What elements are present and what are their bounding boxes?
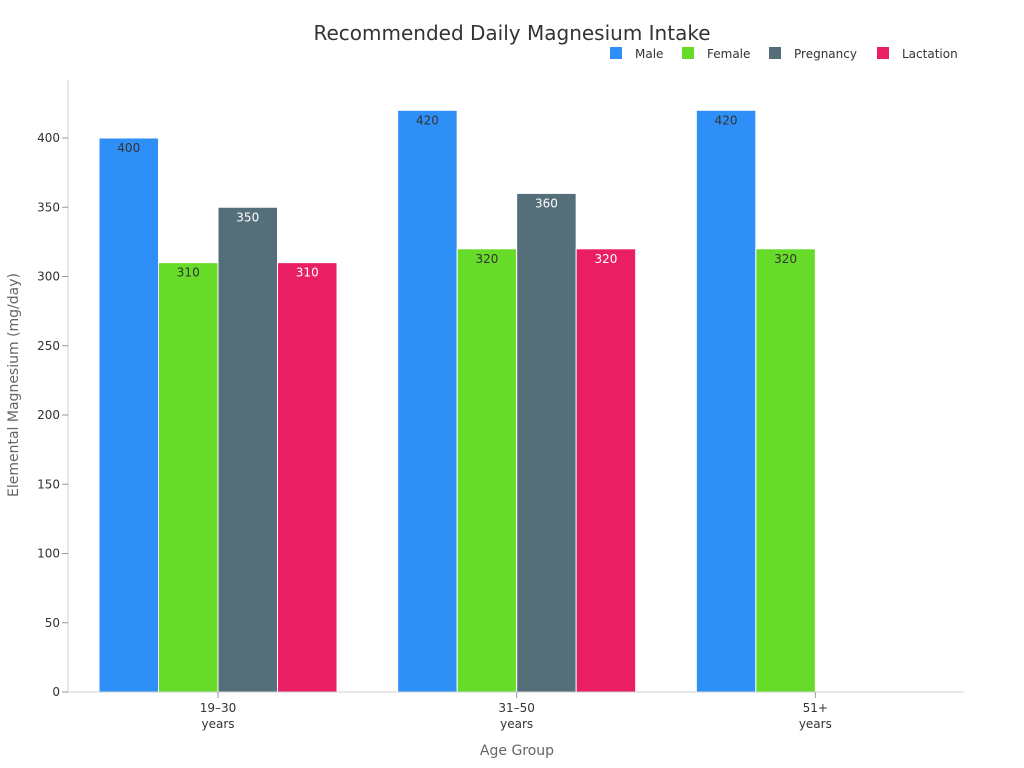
bar-value-label: 320 [774, 252, 797, 266]
bar-female [158, 262, 219, 693]
bar-lactation [277, 262, 338, 693]
legend-label-lactation: Lactation [902, 47, 958, 61]
bar-value-label: 400 [117, 141, 140, 155]
y-tick-label: 150 [37, 477, 60, 491]
bar-female [456, 248, 518, 693]
y-tick-label: 250 [37, 339, 60, 353]
legend-label-pregnancy: Pregnancy [794, 47, 857, 61]
x-tick-label: 19–30 [200, 701, 237, 715]
x-tick-label: years [500, 717, 533, 731]
y-axis-title: Elemental Magnesium (mg/day) [6, 273, 22, 497]
bar-male [98, 137, 159, 693]
y-tick-label: 50 [45, 616, 60, 630]
bar-value-label: 310 [177, 266, 200, 280]
chart-title: Recommended Daily Magnesium Intake [313, 21, 710, 45]
bar-male [397, 109, 458, 693]
bar-female [755, 248, 816, 693]
x-tick-label: years [201, 717, 234, 731]
legend-swatch-male [610, 47, 622, 59]
bar-value-label: 320 [475, 252, 498, 266]
bar-pregnancy [516, 192, 577, 693]
legend: Male Female Pregnancy Lactation [610, 47, 958, 61]
x-axis-title: Age Group [480, 743, 554, 759]
x-tick-label: years [799, 717, 832, 731]
legend-swatch-female [682, 47, 694, 59]
bar-male [695, 109, 757, 693]
y-tick-label: 350 [37, 200, 60, 214]
y-tick-label: 0 [52, 685, 60, 699]
y-axis: 0 50 100 150 200 250 300 350 400 [37, 80, 69, 699]
bars: 400 310 350 310 420 320 360 320 420 320 [98, 109, 816, 693]
legend-swatch-lactation [877, 47, 889, 59]
y-tick-label: 400 [37, 131, 60, 145]
bar-value-label: 320 [594, 252, 617, 266]
x-axis: 19–30 years 31–50 years 51+ years [68, 691, 964, 731]
bar-pregnancy [217, 206, 278, 693]
bar-lactation [575, 248, 637, 693]
y-tick-label: 200 [37, 408, 60, 422]
bar-value-label: 420 [416, 113, 439, 127]
legend-label-male: Male [635, 47, 663, 61]
x-tick-label: 51+ [803, 701, 828, 715]
bar-value-label: 420 [715, 113, 738, 127]
bar-value-label: 360 [535, 196, 558, 210]
legend-label-female: Female [707, 47, 750, 61]
x-tick-label: 31–50 [498, 701, 535, 715]
bar-value-label: 310 [296, 266, 319, 280]
y-tick-label: 100 [37, 547, 60, 561]
y-tick-label: 300 [37, 270, 60, 284]
legend-swatch-pregnancy [769, 47, 781, 59]
bar-value-label: 350 [236, 210, 259, 224]
